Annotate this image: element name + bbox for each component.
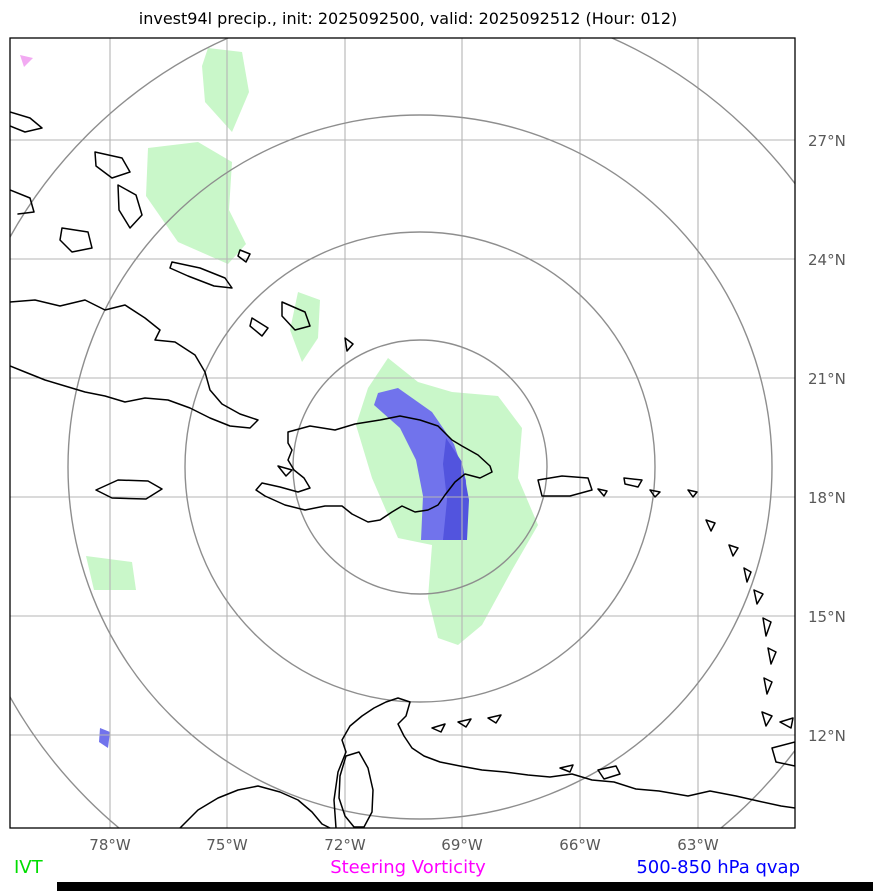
precip-blue-dot — [99, 728, 110, 748]
coastline-hispaniola — [255, 415, 493, 523]
x-tick-66w: 66°W — [559, 836, 601, 854]
y-tick-15n: 15°N — [808, 608, 846, 626]
x-axis-ticks: 78°W 75°W 72°W 69°W 66°W 63°W — [89, 836, 719, 854]
range-ring-3 — [67, 114, 773, 820]
y-tick-27n: 27°N — [808, 132, 846, 150]
coastline-puerto-rico — [537, 475, 593, 497]
plot-frame — [9, 37, 796, 829]
coastline-gonave — [277, 465, 293, 477]
x-tick-72w: 72°W — [324, 836, 366, 854]
coastline-lake-maracaibo — [338, 751, 374, 828]
coastline-trinidad-tobago — [771, 717, 795, 767]
coastline-south-america-west — [179, 785, 331, 828]
precip-patch-bahamas — [146, 142, 246, 264]
precip-patch-southwest — [86, 556, 136, 590]
coastline-florida-keys — [10, 111, 43, 215]
grid-layer — [10, 38, 795, 828]
x-tick-63w: 63°W — [677, 836, 719, 854]
coastline-jamaica — [95, 479, 163, 500]
y-tick-12n: 12°N — [808, 727, 846, 745]
bottom-bar — [57, 882, 873, 891]
legend-steering-vorticity: Steering Vorticity — [330, 857, 486, 878]
x-tick-75w: 75°W — [206, 836, 248, 854]
precip-blue-layer — [99, 388, 467, 748]
precip-patch-north — [202, 48, 249, 132]
coastline-venezuela — [333, 697, 795, 828]
coastline-cuba — [10, 299, 259, 429]
coastline-margarita — [559, 764, 621, 780]
coastline-bahamas — [59, 151, 354, 352]
precip-blue-band — [374, 388, 467, 540]
coastline-virgin-islands — [597, 477, 661, 498]
plot-title: invest94l precip., init: 2025092500, val… — [139, 9, 677, 28]
x-tick-69w: 69°W — [441, 836, 483, 854]
y-tick-24n: 24°N — [808, 251, 846, 269]
legend-ivt: IVT — [14, 857, 44, 878]
coastline-abc-islands — [431, 714, 502, 733]
range-ring-2 — [184, 231, 656, 703]
x-tick-78w: 78°W — [89, 836, 131, 854]
steering-patch — [20, 55, 33, 67]
y-tick-21n: 21°N — [808, 370, 846, 388]
coastlines-layer — [10, 111, 795, 828]
legend-qvap: 500-850 hPa qvap — [636, 857, 800, 878]
coastline-lesser-antilles — [687, 489, 777, 727]
y-tick-18n: 18°N — [808, 489, 846, 507]
legend-row: IVT Steering Vorticity 500-850 hPa qvap — [14, 857, 800, 878]
y-axis-ticks: 27°N 24°N 21°N 18°N 15°N 12°N — [808, 132, 846, 745]
